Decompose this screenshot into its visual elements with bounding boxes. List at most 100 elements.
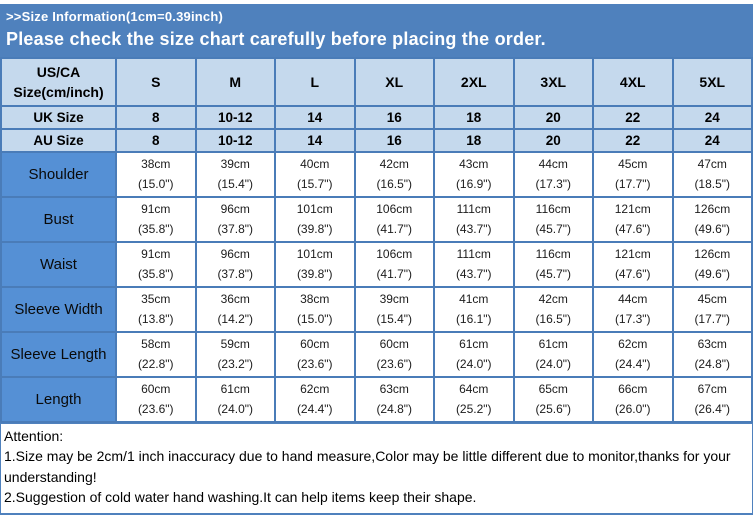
measurement-cm: 111cm (456, 202, 491, 217)
measurement-value-cell: 96cm (37.8") (194, 196, 276, 243)
measurement-inch: (39.8") (296, 221, 333, 236)
measurement-inch: (24.8") (694, 356, 731, 371)
measurement-cm: 116cm (535, 202, 571, 217)
attention-section: Attention: 1.Size may be 2cm/1 inch inac… (0, 423, 753, 516)
au-size-value-cell: 18 (433, 128, 515, 153)
au-size-label: AU Size (0, 128, 117, 153)
measurement-inch: (23.2") (217, 356, 254, 371)
measurement-inch: (17.7") (694, 311, 731, 326)
uk-size-value-cell: 14 (274, 105, 356, 130)
measurement-cm: 39cm (220, 157, 250, 172)
measurement-value-cell: 60cm (23.6") (115, 376, 197, 423)
measurement-value-cell: 60cm (23.6") (274, 331, 356, 378)
size-column-header: 2XL (433, 57, 515, 107)
measurement-inch: (16.5") (376, 176, 413, 191)
measurement-inch: (45.7") (535, 266, 572, 281)
measurement-value-cell: 42cm (16.5") (353, 151, 435, 198)
measurement-value-cell: 39cm (15.4") (194, 151, 276, 198)
measurement-value-cell: 61cm (24.0") (433, 331, 515, 378)
measurement-cm: 61cm (220, 382, 250, 397)
au-size-value-cell: 10-12 (194, 128, 276, 153)
measurement-cm: 38cm (141, 157, 171, 172)
measurement-inch: (26.4") (694, 401, 731, 416)
measurement-value-cell: 39cm (15.4") (353, 286, 435, 333)
measurement-inch: (15.4") (376, 311, 413, 326)
measurement-value-cell: 42cm (16.5") (512, 286, 594, 333)
measurement-cm: 63cm (697, 337, 727, 352)
measurement-value-cell: 126cm (49.6") (671, 241, 753, 288)
measurement-label: Bust (0, 196, 117, 243)
au-size-value-cell: 14 (274, 128, 356, 153)
measurement-cm: 63cm (379, 382, 409, 397)
top-whitespace (0, 0, 753, 4)
measurement-inch: (49.6") (694, 266, 731, 281)
measurement-inch: (24.0") (535, 356, 572, 371)
measurement-value-cell: 44cm (17.3") (512, 151, 594, 198)
measurement-value-cell: 35cm (13.8") (115, 286, 197, 333)
measurement-cm: 43cm (459, 157, 489, 172)
corner-header-line1: US/CA (36, 63, 81, 80)
measurement-cm: 106cm (376, 247, 413, 262)
measurement-value-cell: 121cm (47.6") (592, 241, 674, 288)
measurement-cm: 111cm (456, 247, 491, 262)
measurement-value-cell: 96cm (37.8") (194, 241, 276, 288)
measurement-value-cell: 47cm (18.5") (671, 151, 753, 198)
au-size-value-cell: 22 (592, 128, 674, 153)
measurement-inch: (45.7") (535, 221, 572, 236)
measurement-value-cell: 64cm (25.2") (433, 376, 515, 423)
au-size-value-cell: 8 (115, 128, 197, 153)
size-column-header: 4XL (592, 57, 674, 107)
measurement-cm: 91cm (141, 247, 171, 262)
measurement-value-cell: 67cm (26.4") (671, 376, 753, 423)
measurement-label: Shoulder (0, 151, 117, 198)
measurement-row: Bust 91cm (35.8") 96cm (37.8") 101cm (39.8") 10… (0, 196, 753, 243)
measurement-inch: (39.8") (296, 266, 333, 281)
measurement-label: Sleeve Width (0, 286, 117, 333)
au-size-value-cell: 16 (353, 128, 435, 153)
uk-size-value-cell: 18 (433, 105, 515, 130)
measurement-value-cell: 62cm (24.4") (274, 376, 356, 423)
measurement-cm: 36cm (220, 292, 250, 307)
measurement-value-cell: 106cm (41.7") (353, 196, 435, 243)
measurement-value-cell: 66cm (26.0") (592, 376, 674, 423)
measurement-cm: 121cm (614, 202, 651, 217)
measurement-row: Length 60cm (23.6") 61cm (24.0") 62cm (24.4") 6… (0, 376, 753, 423)
au-size-value-cell: 20 (512, 128, 594, 153)
uk-size-value-cell: 16 (353, 105, 435, 130)
measurement-cm: 60cm (141, 382, 171, 397)
measurement-inch: (35.8") (137, 221, 174, 236)
measurement-inch: (41.7") (376, 221, 413, 236)
measurement-value-cell: 59cm (23.2") (194, 331, 276, 378)
measurement-inch: (15.0") (137, 176, 174, 191)
size-chart-table: US/CA Size(cm/inch) S M L XL 2XL 3XL 4XL 5XL UK Si… (0, 57, 753, 423)
size-header-row: US/CA Size(cm/inch) S M L XL 2XL 3XL 4XL 5XL (0, 57, 753, 107)
measurement-cm: 59cm (220, 337, 250, 352)
measurement-cm: 96cm (220, 247, 250, 262)
measurement-value-cell: 126cm (49.6") (671, 196, 753, 243)
size-column-header: 5XL (671, 57, 753, 107)
measurement-cm: 40cm (300, 157, 330, 172)
measurement-value-cell: 44cm (17.3") (592, 286, 674, 333)
measurement-inch: (13.8") (137, 311, 174, 326)
measurement-value-cell: 40cm (15.7") (274, 151, 356, 198)
attention-note-2: 2.Suggestion of cold water hand washing.… (4, 488, 477, 505)
measurement-value-cell: 111cm (43.7") (433, 241, 515, 288)
measurement-cm: 58cm (141, 337, 171, 352)
size-info-title: >>Size Information(1cm=0.39inch) (6, 9, 223, 24)
measurement-value-cell: 58cm (22.8") (115, 331, 197, 378)
measurement-inch: (24.4") (296, 401, 333, 416)
size-column-header: 3XL (512, 57, 594, 107)
measurement-value-cell: 63cm (24.8") (353, 376, 435, 423)
measurement-cm: 91cm (141, 202, 171, 217)
measurement-inch: (47.6") (614, 266, 651, 281)
measurement-inch: (15.0") (296, 311, 333, 326)
measurement-value-cell: 38cm (15.0") (115, 151, 197, 198)
measurement-inch: (17.3") (535, 176, 572, 191)
measurement-cm: 106cm (376, 202, 413, 217)
measurement-cm: 121cm (614, 247, 651, 262)
measurement-cm: 44cm (618, 292, 648, 307)
measurement-value-cell: 91cm (35.8") (115, 241, 197, 288)
measurement-cm: 96cm (220, 202, 250, 217)
measurement-value-cell: 62cm (24.4") (592, 331, 674, 378)
attention-title: Attention: (4, 428, 64, 444)
